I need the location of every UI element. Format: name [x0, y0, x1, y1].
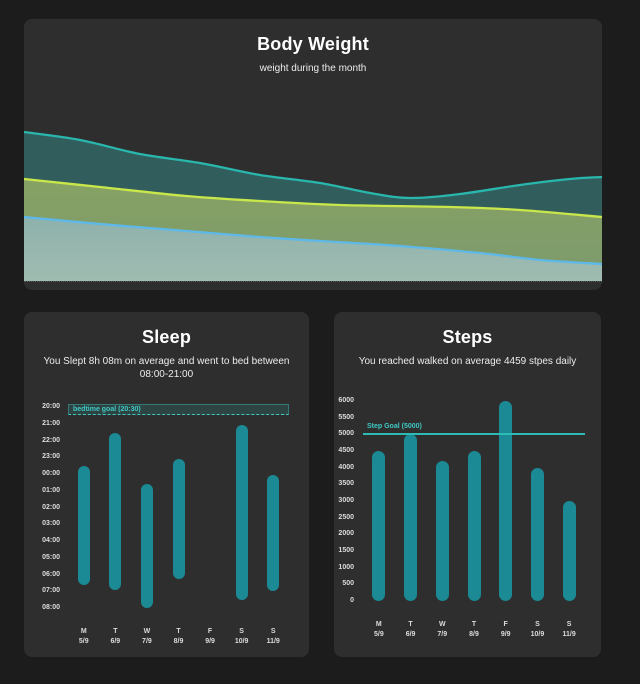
step-goal-line — [363, 433, 585, 436]
steps-x-axis-day-label: S — [535, 621, 540, 628]
sleep-x-axis-day-label: M — [80, 628, 87, 635]
sleep-x-axis-day-label: W — [143, 628, 151, 635]
sleep-y-axis-label: 03:00 — [42, 520, 60, 528]
sleep-y-axis-label: 08:00 — [42, 604, 60, 611]
sleep-x-axis-date-label: 9/9 — [205, 638, 215, 645]
steps-y-axis-label: 1500 — [338, 547, 354, 554]
steps-y-axis-label: 3000 — [338, 497, 354, 504]
steps-card: Steps You reached walked on average 4459… — [334, 312, 601, 657]
steps-y-axis-label: 4000 — [338, 463, 354, 471]
sleep-bar[interactable] — [267, 474, 280, 592]
steps-y-axis-label: 6000 — [338, 397, 354, 404]
sleep-chart[interactable]: 20:00 21:00 22:00 23:00 00:00 01:00 02:00 03:00… — [24, 312, 309, 657]
steps-x-axis-day-label: M — [375, 621, 382, 628]
sleep-subtitle: You Slept 8h 08m on average and went to … — [34, 355, 299, 381]
sleep-y-axis-label: 22:00 — [42, 436, 60, 444]
steps-bar[interactable] — [530, 467, 544, 601]
sleep-bar[interactable] — [140, 484, 153, 608]
sleep-x-axis-date-label: 6/9 — [110, 638, 121, 645]
sleep-bar[interactable] — [77, 465, 90, 585]
body-weight-area-chart[interactable] — [24, 116, 602, 282]
steps-bar[interactable] — [372, 451, 386, 601]
steps-bar[interactable] — [499, 401, 513, 601]
step-goal-label: Step Goal (5000) — [367, 423, 422, 431]
steps-bar[interactable] — [435, 461, 449, 601]
steps-x-axis-day-label: T — [408, 621, 413, 628]
sleep-x-axis-date-label: 5/9 — [78, 638, 89, 645]
steps-x-axis-day-label: W — [438, 621, 446, 628]
steps-y-axis-label: 5000 — [338, 430, 354, 438]
sleep-x-axis-date-label: 11/9 — [266, 638, 280, 645]
sleep-y-axis-label: 00:00 — [42, 470, 60, 477]
area-band-teal — [24, 132, 602, 217]
sleep-y-axis-label: 02:00 — [42, 503, 60, 511]
sleep-y-axis-label: 20:00 — [42, 403, 60, 410]
sleep-y-axis-label: 23:00 — [42, 453, 60, 461]
steps-y-axis-label: 0 — [350, 597, 354, 604]
sleep-bar[interactable] — [172, 458, 185, 579]
steps-chart[interactable]: 6000 5500 5000 4500 4000 3500 3000 2500 2000 1500… — [334, 312, 601, 657]
sleep-card: Sleep You Slept 8h 08m on average and we… — [24, 312, 309, 657]
steps-title: Steps — [442, 327, 493, 347]
steps-subtitle: You reached walked on average 4459 stpes… — [358, 356, 577, 367]
steps-x-axis-day-label: T — [471, 621, 477, 628]
area-line-blue — [24, 215, 602, 266]
steps-y-axis-label: 2000 — [338, 530, 354, 538]
steps-bar[interactable] — [404, 434, 418, 601]
steps-y-axis-label: 3500 — [338, 480, 354, 488]
sleep-x-axis-day-label: S — [270, 628, 276, 635]
sleep-bar[interactable] — [235, 425, 248, 600]
steps-bar[interactable] — [467, 451, 481, 601]
bedtime-goal-band: bedtime goal (20:30) — [68, 404, 289, 415]
sleep-y-axis-label: 21:00 — [42, 419, 60, 427]
steps-x-axis-date-label: 8/9 — [469, 631, 479, 638]
steps-x-axis-date-label: 9/9 — [500, 631, 511, 638]
steps-x-axis-date-label: 10/9 — [530, 631, 545, 638]
sleep-x-axis-day-label: T — [113, 628, 118, 635]
sleep-y-axis-label: 06:00 — [42, 570, 60, 578]
body-weight-subtitle: weight during the month — [259, 63, 367, 74]
steps-y-axis-label: 5500 — [338, 413, 354, 421]
steps-x-axis-date-label: 5/9 — [373, 631, 384, 638]
steps-x-axis-date-label: 7/9 — [437, 631, 448, 638]
steps-x-axis-day-label: F — [503, 621, 508, 628]
sleep-y-axis-label: 04:00 — [42, 537, 60, 544]
sleep-title: Sleep — [141, 327, 192, 347]
area-line-teal — [24, 130, 602, 200]
sleep-y-axis-label: 01:00 — [42, 486, 60, 494]
bedtime-goal-label: bedtime goal (20:30) — [73, 406, 141, 413]
steps-x-axis-day-label: S — [566, 621, 572, 628]
area-band-green — [24, 179, 602, 264]
sleep-x-axis-day-label: F — [207, 628, 213, 635]
sleep-y-axis-label: 05:00 — [42, 553, 60, 561]
area-line-lime — [24, 177, 602, 219]
steps-y-axis-label: 4500 — [338, 447, 354, 454]
steps-bar[interactable] — [562, 501, 576, 601]
steps-x-axis-date-label: 11/9 — [562, 631, 576, 638]
sleep-subtitle-line2: 08:00-21:00 — [139, 369, 194, 380]
steps-y-axis-label: 500 — [342, 580, 354, 588]
sleep-x-axis-date-label: 8/9 — [173, 638, 184, 645]
area-band-blue — [24, 217, 602, 281]
sleep-x-axis-day-label: S — [239, 628, 244, 635]
sleep-x-axis-date-label: 10/9 — [234, 638, 249, 645]
sleep-bar[interactable] — [109, 432, 122, 590]
steps-y-axis-label: 1000 — [338, 563, 354, 571]
sleep-x-axis-date-label: 7/9 — [142, 638, 152, 645]
body-weight-card: Body Weight weight during the month — [24, 19, 602, 290]
steps-x-axis-date-label: 6/9 — [405, 631, 416, 638]
sleep-subtitle-line1: You Slept 8h 08m on average and went to … — [43, 356, 290, 367]
body-weight-title: Body Weight — [257, 34, 369, 54]
sleep-x-axis-day-label: T — [176, 628, 181, 635]
steps-y-axis-label: 2500 — [338, 513, 354, 521]
sleep-y-axis-label: 07:00 — [42, 587, 60, 595]
body-weight-area-svg[interactable] — [24, 116, 602, 281]
